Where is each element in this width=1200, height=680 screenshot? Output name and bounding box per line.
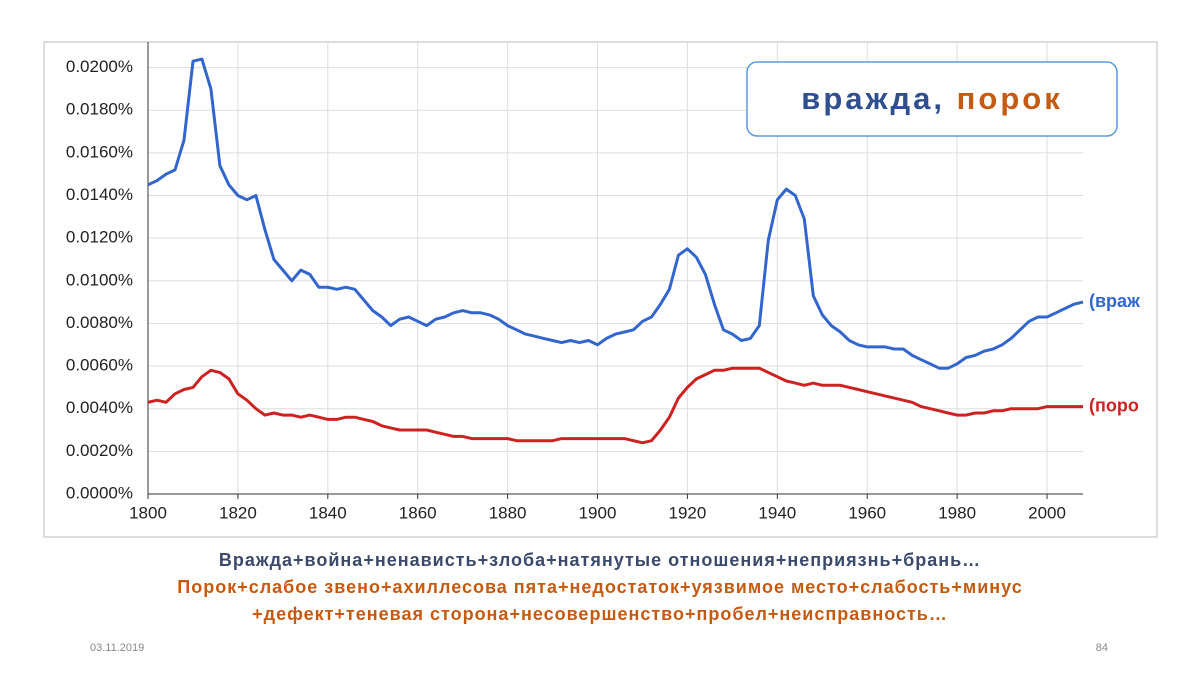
legend-text: вражда, порок xyxy=(801,81,1062,116)
x-tick-label: 2000 xyxy=(1028,503,1066,522)
y-tick-label: 0.0060% xyxy=(66,356,133,375)
x-tick-label: 1820 xyxy=(219,503,257,522)
y-tick-label: 0.0200% xyxy=(66,57,133,76)
x-tick-label: 1940 xyxy=(758,503,796,522)
y-tick-label: 0.0180% xyxy=(66,100,133,119)
x-tick-label: 1900 xyxy=(579,503,617,522)
y-tick-label: 0.0140% xyxy=(66,185,133,204)
series-label: (поро xyxy=(1089,395,1139,415)
x-tick-label: 1880 xyxy=(489,503,527,522)
legend-box xyxy=(746,61,1118,137)
caption: +дефект+теневая сторона+несовершенство+п… xyxy=(252,604,948,624)
series-line xyxy=(147,57,1084,370)
y-tick-label: 0.0040% xyxy=(66,398,133,417)
x-tick-label: 1980 xyxy=(938,503,976,522)
page-number: 84 xyxy=(1096,642,1108,654)
y-tick-label: 0.0160% xyxy=(66,142,133,161)
y-tick-label: 0.0000% xyxy=(66,483,133,502)
x-tick-label: 1860 xyxy=(399,503,437,522)
x-tick-label: 1840 xyxy=(309,503,347,522)
x-tick-label: 1800 xyxy=(129,503,167,522)
series-label: (враж xyxy=(1089,291,1140,311)
caption: Вражда+война+ненависть+злоба+натянутые о… xyxy=(219,550,981,570)
caption: Порок+слабое звено+ахиллесова пята+недос… xyxy=(177,577,1022,597)
date: 03.11.2019 xyxy=(90,642,144,654)
y-tick-label: 0.0100% xyxy=(66,270,133,289)
x-tick-label: 1920 xyxy=(669,503,707,522)
legend-word: вражда, xyxy=(801,81,945,116)
plot: 0.0000% 0.0020% 0.0040% 0.0060% 0.0080% 0.010… xyxy=(66,42,1140,522)
y-tick-label: 0.0020% xyxy=(66,441,133,460)
series-line xyxy=(147,366,1083,445)
legend-word: порок xyxy=(957,81,1063,116)
x-tick-label: 1960 xyxy=(848,503,886,522)
y-tick-label: 0.0080% xyxy=(66,313,133,332)
y-tick-label: 0.0120% xyxy=(66,228,133,247)
